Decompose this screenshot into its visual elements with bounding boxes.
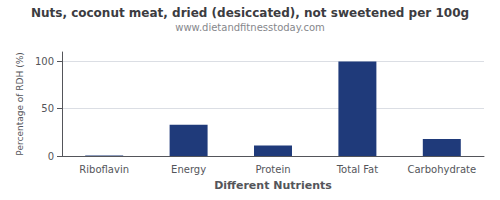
svg-text:0: 0 <box>48 151 54 162</box>
svg-text:Different Nutrients: Different Nutrients <box>214 179 332 192</box>
svg-text:50: 50 <box>41 103 54 114</box>
svg-text:Total Fat: Total Fat <box>336 164 378 175</box>
svg-text:100: 100 <box>35 56 54 67</box>
svg-text:Energy: Energy <box>171 164 206 175</box>
svg-text:Nuts, coconut meat, dried (des: Nuts, coconut meat, dried (desiccated), … <box>31 6 469 20</box>
svg-text:Percentage of RDH (%): Percentage of RDH (%) <box>15 52 25 155</box>
svg-text:Protein: Protein <box>255 164 290 175</box>
svg-text:Riboflavin: Riboflavin <box>79 164 129 175</box>
svg-text:Carbohydrate: Carbohydrate <box>407 164 476 175</box>
svg-text:www.dietandfitnesstoday.com: www.dietandfitnesstoday.com <box>175 22 324 33</box>
